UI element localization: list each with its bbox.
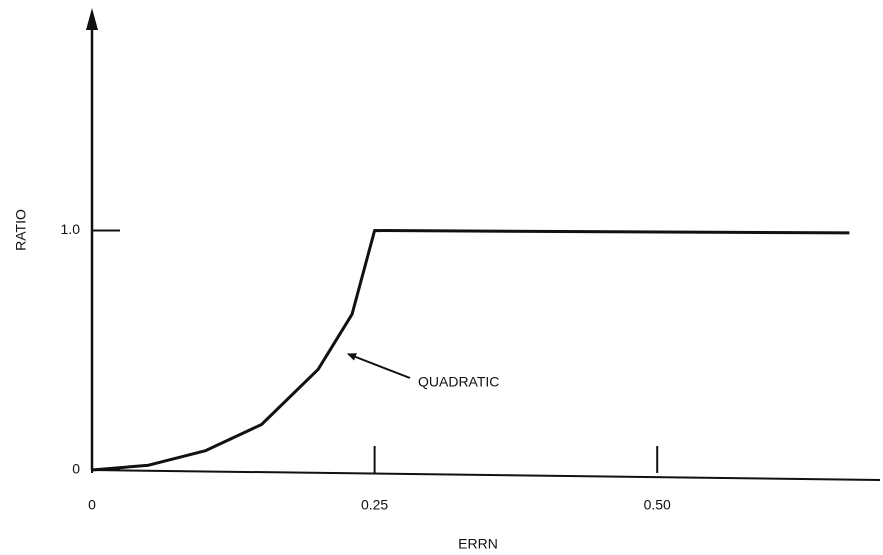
y-tick-label: 1.0 — [61, 221, 81, 237]
y-tick-label: 0 — [72, 461, 80, 477]
x-tick-label: 0.50 — [644, 497, 671, 513]
annotation-arrow — [347, 353, 411, 379]
x-tick-label: 0 — [88, 497, 96, 513]
x-axis — [91, 469, 881, 481]
x-axis-label: ERRN — [458, 536, 498, 552]
y-axis-arrow — [86, 8, 98, 30]
x-tick-label: 0.25 — [361, 497, 388, 513]
y-axis-label: RATIO — [13, 209, 29, 251]
line — [91, 229, 850, 472]
annotation: QUADRATIC — [418, 374, 499, 390]
